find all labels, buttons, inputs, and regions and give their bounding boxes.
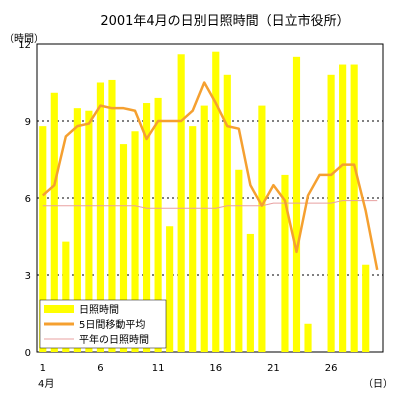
bar-day-1 [39, 126, 47, 352]
bar-day-12 [166, 226, 174, 352]
bar-day-9 [131, 131, 139, 352]
legend-label-moving-average: 5日間移動平均 [79, 318, 145, 331]
bar-day-14 [189, 126, 197, 352]
x-tick-label: 26 [325, 363, 338, 374]
bar-day-13 [177, 54, 185, 353]
bar-day-26 [327, 74, 335, 353]
bar-day-11 [154, 97, 162, 353]
y-tick-label: 12 [18, 40, 31, 51]
bar-day-7 [108, 79, 116, 352]
bar-day-4 [73, 108, 81, 353]
bar-day-27 [339, 64, 347, 353]
x-tick-label: 6 [97, 363, 103, 374]
bar-day-15 [200, 105, 208, 352]
bar-day-22 [281, 174, 289, 352]
x-tick-label: 16 [209, 363, 222, 374]
legend-label-bar: 日照時間 [79, 304, 119, 316]
x-axis-unit: （日） [363, 378, 393, 390]
y-tick-label: 3 [25, 271, 31, 282]
legend: 日照時間 5日間移動平均 平年の日照時間 [39, 299, 167, 349]
bar-day-17 [223, 74, 231, 353]
bar-day-23 [292, 56, 301, 352]
sunshine-bars [39, 51, 370, 353]
x-tick-label: 11 [152, 363, 165, 374]
bar-day-29 [362, 264, 370, 352]
bar-day-20 [258, 105, 266, 352]
y-axis-label: （時間） [4, 33, 44, 45]
y-tick-label: 9 [25, 117, 31, 128]
bar-day-24 [304, 323, 312, 352]
normal-sunshine-line [42, 200, 378, 209]
chart-title: 2001年4月の日別日照時間（日立市役所） [100, 13, 349, 29]
legend-label-normal: 平年の日照時間 [79, 333, 149, 346]
month-label: 4月 [38, 378, 54, 390]
y-tick-label: 0 [25, 348, 31, 359]
x-tick-label: 1 [40, 363, 46, 374]
bar-day-19 [246, 233, 254, 352]
bar-day-10 [142, 103, 151, 353]
y-tick-label: 6 [25, 194, 31, 205]
bar-day-5 [85, 110, 93, 352]
bar-day-16 [212, 51, 220, 352]
bar-day-18 [235, 169, 243, 352]
legend-swatch-bar [44, 305, 74, 313]
bar-day-3 [62, 241, 70, 352]
bar-day-28 [350, 64, 358, 353]
bar-day-6 [96, 82, 105, 352]
bar-day-2 [50, 92, 58, 353]
x-tick-label: 21 [267, 363, 280, 374]
bar-day-8 [119, 144, 128, 352]
line-series [41, 81, 379, 271]
moving-average-line [41, 81, 379, 271]
